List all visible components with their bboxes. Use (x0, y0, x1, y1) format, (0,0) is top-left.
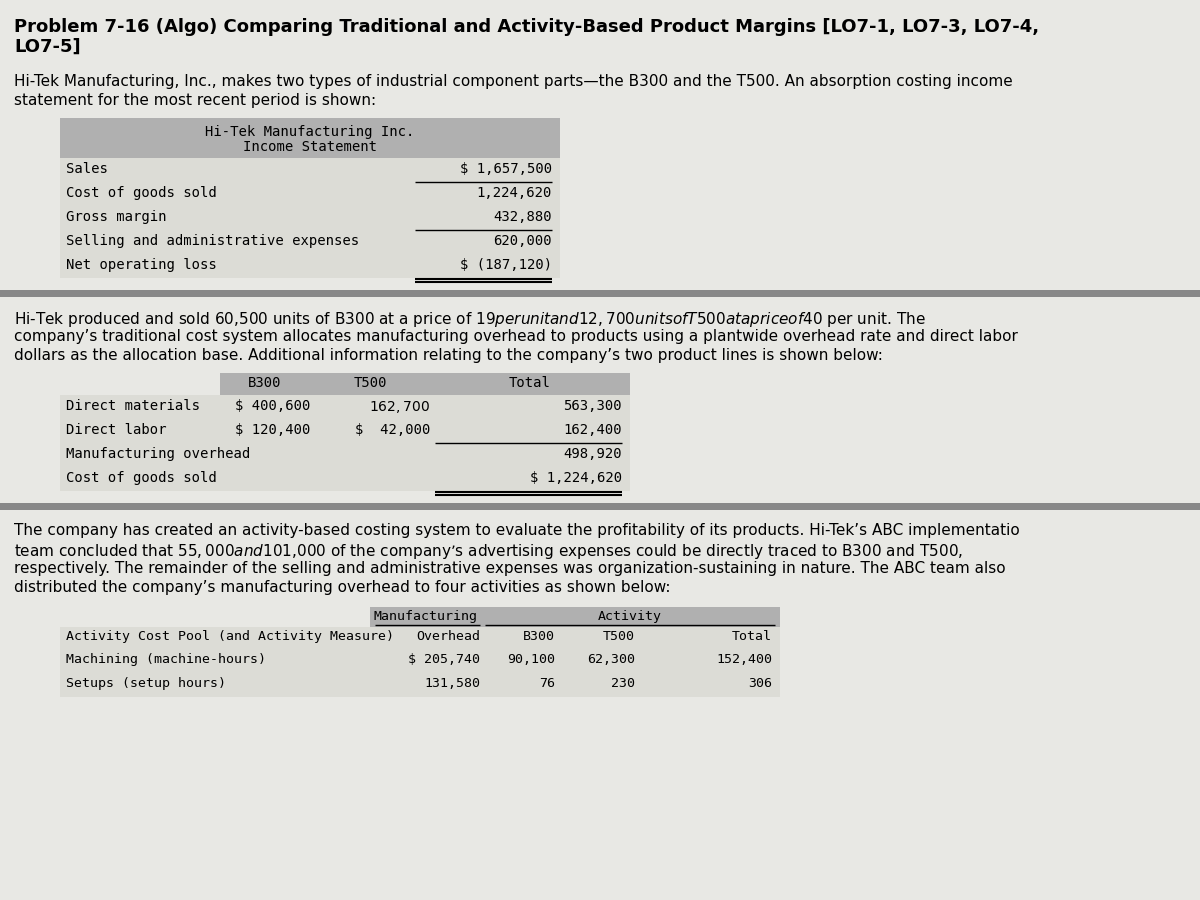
Text: Direct materials: Direct materials (66, 399, 200, 413)
Text: Net operating loss: Net operating loss (66, 258, 217, 272)
Text: 432,880: 432,880 (493, 210, 552, 224)
Text: $ 1,657,500: $ 1,657,500 (460, 162, 552, 176)
Text: Selling and administrative expenses: Selling and administrative expenses (66, 234, 359, 248)
Text: LO7-5]: LO7-5] (14, 38, 80, 56)
Text: distributed the company’s manufacturing overhead to four activities as shown bel: distributed the company’s manufacturing … (14, 580, 671, 595)
Text: Setups (setup hours): Setups (setup hours) (66, 677, 226, 690)
Bar (0, 503, 1200, 510)
Text: $ (187,120): $ (187,120) (460, 258, 552, 272)
Text: company’s traditional cost system allocates manufacturing overhead to products u: company’s traditional cost system alloca… (14, 329, 1018, 344)
Text: Activity: Activity (598, 610, 662, 623)
Bar (60, 395, 630, 419)
Text: 620,000: 620,000 (493, 234, 552, 248)
Text: respectively. The remainder of the selling and administrative expenses was organ: respectively. The remainder of the selli… (14, 561, 1006, 576)
Text: 152,400: 152,400 (716, 653, 772, 666)
Text: Direct labor: Direct labor (66, 423, 167, 437)
Bar (60, 230, 560, 254)
Text: dollars as the allocation base. Additional information relating to the company’s: dollars as the allocation base. Addition… (14, 348, 883, 363)
Bar (60, 673, 780, 697)
Text: team concluded that $55,000 and $101,000 of the company’s advertising expenses c: team concluded that $55,000 and $101,000… (14, 542, 964, 561)
Text: Hi-Tek produced and sold 60,500 units of B300 at a price of $19 per unit and 12,: Hi-Tek produced and sold 60,500 units of… (14, 310, 926, 329)
Bar (370, 607, 780, 627)
Text: Overhead: Overhead (416, 630, 480, 643)
Text: B300: B300 (248, 376, 282, 390)
Text: Activity Cost Pool (and Activity Measure): Activity Cost Pool (and Activity Measure… (66, 630, 394, 643)
Text: $  42,000: $ 42,000 (355, 423, 430, 437)
Text: $ 162,700  $: $ 162,700 $ (368, 399, 430, 415)
Text: Sales: Sales (66, 162, 108, 176)
Text: Manufacturing overhead: Manufacturing overhead (66, 447, 251, 461)
Text: B300: B300 (523, 630, 554, 643)
Bar (220, 373, 630, 395)
Text: 131,580: 131,580 (424, 677, 480, 690)
Text: 162,400: 162,400 (563, 423, 622, 437)
Text: The company has created an activity-based costing system to evaluate the profita: The company has created an activity-base… (14, 523, 1020, 538)
Bar (60, 649, 780, 673)
Text: 62,300: 62,300 (587, 653, 635, 666)
Text: 76: 76 (539, 677, 554, 690)
Text: Cost of goods sold: Cost of goods sold (66, 471, 217, 485)
Text: $ 400,600: $ 400,600 (235, 399, 310, 413)
Text: Problem 7-16 (Algo) Comparing Traditional and Activity-Based Product Margins [LO: Problem 7-16 (Algo) Comparing Traditiona… (14, 18, 1039, 36)
Text: Gross margin: Gross margin (66, 210, 167, 224)
Text: $ 1,224,620: $ 1,224,620 (530, 471, 622, 485)
Text: 498,920: 498,920 (563, 447, 622, 461)
Bar (60, 182, 560, 206)
Text: T500: T500 (353, 376, 386, 390)
Text: Cost of goods sold: Cost of goods sold (66, 186, 217, 200)
Text: 230: 230 (611, 677, 635, 690)
Bar (60, 627, 780, 649)
Text: 306: 306 (748, 677, 772, 690)
Bar (60, 206, 560, 230)
Bar (0, 290, 1200, 297)
Text: statement for the most recent period is shown:: statement for the most recent period is … (14, 93, 376, 108)
Bar (60, 467, 630, 491)
Text: Machining (machine-hours): Machining (machine-hours) (66, 653, 266, 666)
Text: $ 205,740: $ 205,740 (408, 653, 480, 666)
Text: T500: T500 (604, 630, 635, 643)
Text: Total: Total (732, 630, 772, 643)
Bar (60, 419, 630, 443)
Text: Manufacturing: Manufacturing (373, 610, 478, 623)
Bar (60, 443, 630, 467)
Text: Hi-Tek Manufacturing, Inc., makes two types of industrial component parts—the B3: Hi-Tek Manufacturing, Inc., makes two ty… (14, 74, 1013, 89)
Text: $ 120,400: $ 120,400 (235, 423, 310, 437)
Text: 90,100: 90,100 (508, 653, 554, 666)
Text: 1,224,620: 1,224,620 (476, 186, 552, 200)
Bar (60, 118, 560, 158)
Text: Total: Total (509, 376, 551, 390)
Text: Hi-Tek Manufacturing Inc.: Hi-Tek Manufacturing Inc. (205, 125, 415, 139)
Bar (60, 158, 560, 182)
Text: 563,300: 563,300 (563, 399, 622, 413)
Text: Income Statement: Income Statement (242, 140, 377, 154)
Bar (60, 254, 560, 278)
